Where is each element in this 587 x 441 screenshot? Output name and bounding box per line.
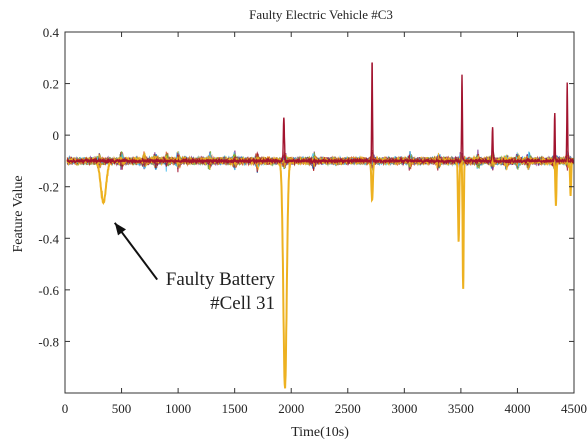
- x-axis: 0 500 1000 1500 2000 2500 3000 3500 4000 4500: [62, 32, 587, 416]
- faulty-cell-series: [66, 155, 574, 389]
- x-tick-label: 1500: [222, 401, 248, 416]
- x-tick-label: 1000: [165, 401, 191, 416]
- chart-title: Faulty Electric Vehicle #C3: [249, 7, 393, 22]
- y-axis-label: Feature Value: [11, 175, 26, 252]
- x-tick-label: 4000: [504, 401, 530, 416]
- x-tick-label: 0: [62, 401, 69, 416]
- y-tick-label: -0.8: [38, 334, 59, 349]
- y-tick-label: -0.6: [38, 283, 59, 298]
- spike-series-1: [66, 62, 574, 166]
- y-tick-label: 0.4: [43, 25, 60, 40]
- y-axis: 0.4 0.2 0 -0.2 -0.4 -0.6 -0.8: [38, 25, 574, 349]
- x-tick-label: 3000: [391, 401, 417, 416]
- x-tick-label: 2500: [335, 401, 361, 416]
- y-tick-label: -0.2: [38, 180, 59, 195]
- x-tick-label: 3500: [448, 401, 474, 416]
- annotation-line-2: #Cell 31: [210, 293, 275, 314]
- x-axis-label: Time(10s): [291, 425, 349, 440]
- annotation-line-1: Faulty Battery: [166, 269, 276, 290]
- y-tick-label: 0.2: [43, 77, 59, 92]
- x-tick-label: 500: [112, 401, 132, 416]
- x-tick-label: 4500: [561, 401, 587, 416]
- series-layer: [66, 62, 574, 389]
- plot-frame: [64, 31, 575, 394]
- y-tick-label: 0: [53, 128, 60, 143]
- annotation: Faulty Battery #Cell 31: [113, 222, 276, 314]
- y-tick-label: -0.4: [38, 231, 59, 246]
- x-tick-label: 2000: [278, 401, 304, 416]
- annotation-arrow-head: [114, 222, 126, 236]
